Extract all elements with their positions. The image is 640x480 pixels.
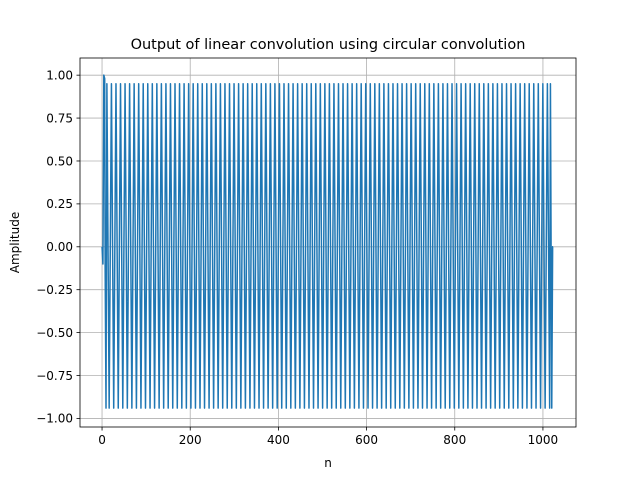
y-tick-label: 0.75 <box>46 111 73 125</box>
y-tick-label: −0.25 <box>36 283 73 297</box>
y-tick-label: 0.50 <box>46 154 73 168</box>
series-line <box>101 74 554 409</box>
x-tick-label: 400 <box>267 433 290 447</box>
x-tick-label: 1000 <box>528 433 559 447</box>
ticks: 0 200 400 600 800 1000 −1.00 −0.75 −0.50 −0.25 0.0… <box>36 68 558 447</box>
chart-title: Output of linear convolution using circu… <box>131 37 526 53</box>
y-tick-label: −0.50 <box>36 326 73 340</box>
x-tick-label: 800 <box>443 433 466 447</box>
series-layer <box>101 74 554 409</box>
y-tick-label: 1.00 <box>46 68 73 82</box>
x-tick-label: 0 <box>98 433 106 447</box>
y-tick-label: −0.75 <box>36 369 73 383</box>
y-tick-label: −1.00 <box>36 412 73 426</box>
x-tick-label: 600 <box>355 433 378 447</box>
plot-frame <box>79 57 577 428</box>
y-axis-label: Amplitude <box>8 212 22 274</box>
y-tick-label: 0.00 <box>46 240 73 254</box>
x-tick-label: 200 <box>179 433 202 447</box>
x-axis-label: n <box>324 456 332 470</box>
y-tick-label: 0.25 <box>46 197 73 211</box>
